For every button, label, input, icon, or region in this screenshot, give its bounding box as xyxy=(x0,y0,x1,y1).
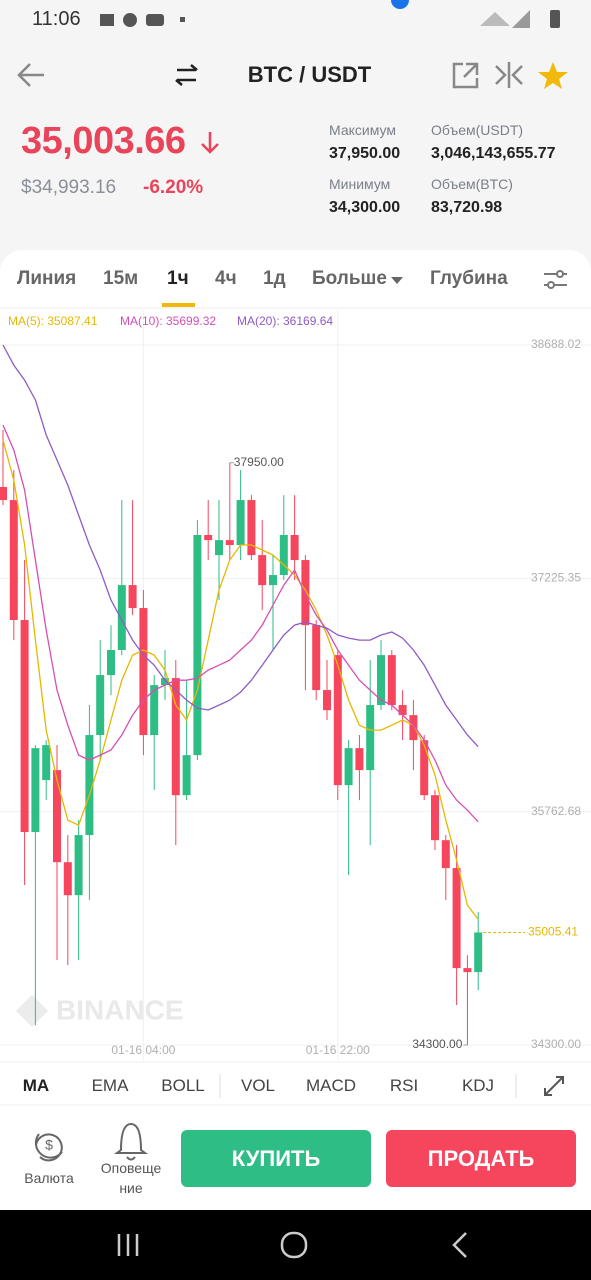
down-arrow xyxy=(201,132,219,154)
status-time: 11:06 xyxy=(32,8,81,30)
nav-bar xyxy=(0,1210,591,1280)
indicator-tab[interactable]: VOL xyxy=(240,1076,276,1095)
status-icon xyxy=(180,17,185,22)
stat-label: Максимум xyxy=(329,122,396,138)
signal-icon xyxy=(512,10,530,28)
stat-label: Объем(BTC) xyxy=(431,176,513,192)
tab[interactable]: Глубина xyxy=(430,268,508,289)
usd-price: $34,993.16 xyxy=(21,177,117,198)
sell-button[interactable]: ПРОДАТЬ xyxy=(386,1130,576,1187)
indicator-tab[interactable]: KDJ xyxy=(461,1076,495,1095)
indicator-tab[interactable]: EMA xyxy=(91,1076,129,1095)
alerts-label[interactable]: ние xyxy=(119,1180,143,1196)
stat-value: 3,046,143,655.77 xyxy=(431,145,556,162)
buy-button[interactable]: КУПИТЬ xyxy=(181,1130,371,1187)
status-icons xyxy=(100,0,560,28)
pair-title: BTC / USDT xyxy=(247,62,372,87)
status-dot xyxy=(391,0,409,9)
alerts-label[interactable]: Оповеще xyxy=(100,1160,162,1176)
stat-value: 83,720.98 xyxy=(431,199,503,216)
back-nav[interactable] xyxy=(452,1232,467,1258)
header-icons xyxy=(17,62,568,89)
indicator-tab[interactable]: MA xyxy=(22,1076,50,1095)
share-icon[interactable] xyxy=(452,62,479,89)
indicator-tab[interactable]: BOLL xyxy=(161,1076,205,1095)
last-price: 35,003.66 xyxy=(21,120,186,162)
stat-label: Объем(USDT) xyxy=(431,122,524,138)
wifi-icon xyxy=(480,12,510,26)
home-button[interactable] xyxy=(280,1231,308,1259)
recent-apps[interactable] xyxy=(117,1234,139,1256)
currency-label[interactable]: Валюта xyxy=(24,1170,74,1186)
status-icon xyxy=(146,14,164,26)
tab[interactable]: Линия xyxy=(17,268,77,289)
tab-active[interactable]: 1ч xyxy=(167,268,189,289)
split-icon[interactable] xyxy=(495,62,523,88)
chart-card xyxy=(0,250,591,1210)
status-icon xyxy=(123,13,137,27)
tab[interactable]: 1д xyxy=(263,268,286,289)
price-change: -6.20% xyxy=(143,177,204,198)
status-icon xyxy=(100,14,114,26)
stat-label: Минимум xyxy=(329,176,391,192)
tab[interactable]: Больше xyxy=(312,268,387,289)
stat-value: 37,950.00 xyxy=(329,145,401,162)
tab[interactable]: 4ч xyxy=(215,268,237,289)
indicator-tab[interactable]: RSI xyxy=(389,1076,419,1095)
battery-icon xyxy=(550,10,560,28)
stat-value: 34,300.00 xyxy=(329,199,401,216)
favorite-star[interactable] xyxy=(538,62,568,89)
indicator-tab[interactable]: MACD xyxy=(305,1076,357,1095)
swap-icon[interactable] xyxy=(175,64,198,86)
back-button[interactable] xyxy=(17,63,44,87)
nav-buttons xyxy=(117,1231,467,1259)
tab[interactable]: 15м xyxy=(103,268,139,289)
